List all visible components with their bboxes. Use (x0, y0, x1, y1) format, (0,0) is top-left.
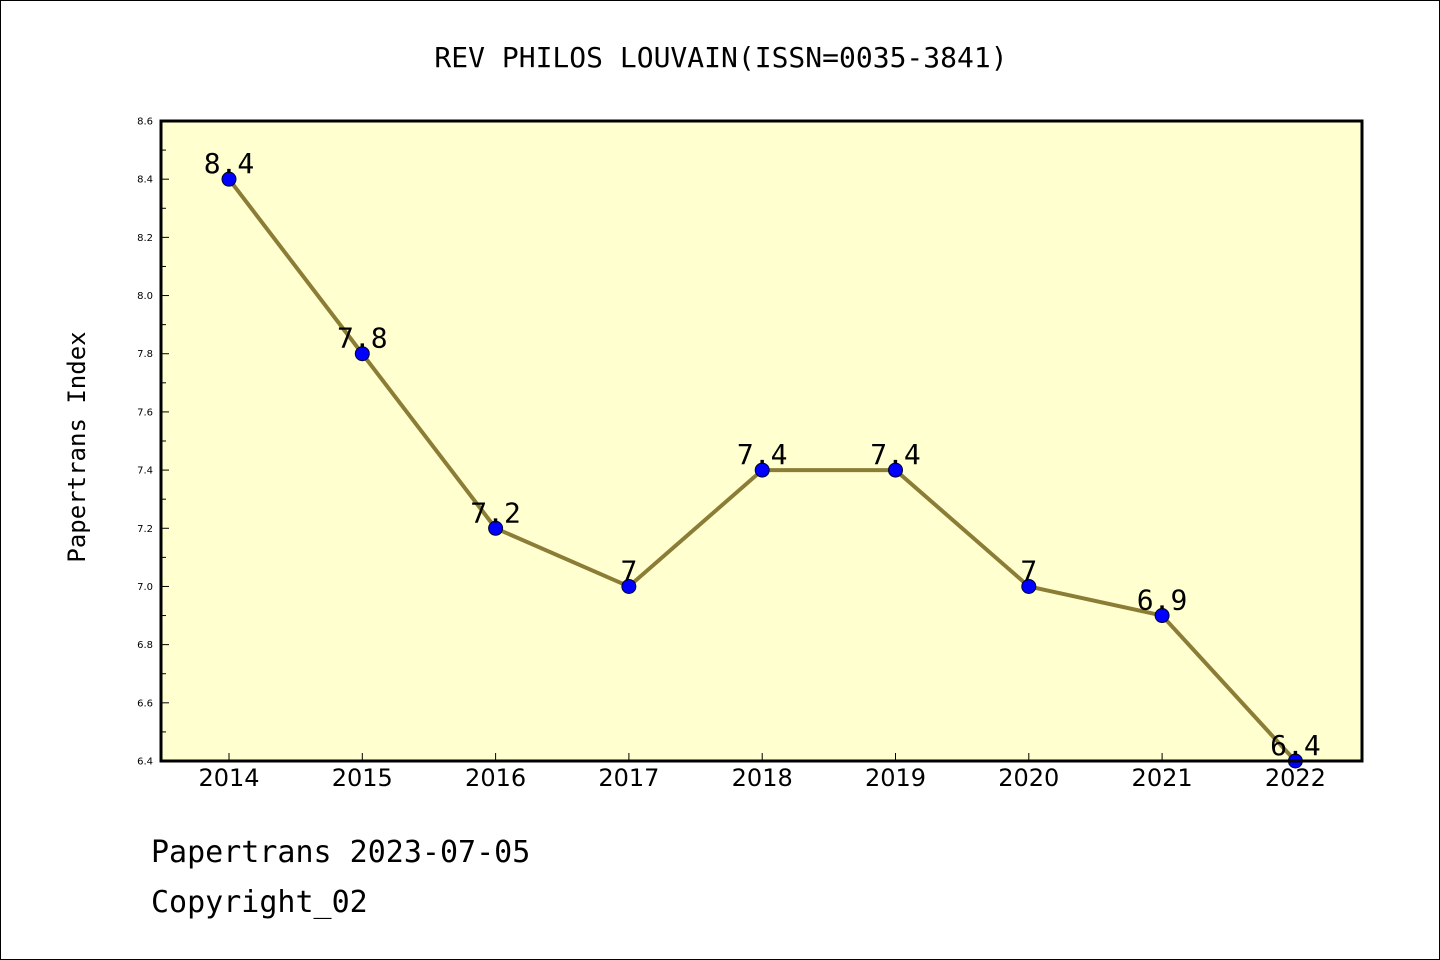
y-tick-label: 8.2 (137, 233, 153, 244)
x-tick-label: 2017 (598, 764, 659, 792)
data-point-marker (754, 462, 770, 478)
data-point-marker (888, 462, 903, 478)
chart-title: REV PHILOS LOUVAIN(ISSN=0035-3841) (434, 41, 1007, 74)
data-point-label: 7.8 (337, 322, 388, 355)
x-tick-label: 2020 (998, 764, 1059, 792)
y-tick-label: 6.6 (137, 698, 153, 709)
y-tick-label: 7.4 (137, 466, 153, 477)
y-tick-label: 6.8 (137, 640, 153, 651)
y-tick-label: 8.4 (137, 175, 153, 186)
data-point-marker (354, 346, 370, 362)
data-point-label: 7.4 (870, 438, 921, 471)
x-tick-label: 2015 (332, 764, 393, 792)
x-tick-label: 2022 (1265, 764, 1326, 792)
y-tick-label: 7.2 (137, 524, 153, 535)
data-point-label: 7.4 (737, 438, 788, 471)
data-point-marker (488, 520, 504, 536)
y-tick-label: 8.0 (137, 291, 153, 302)
y-tick-label: 8.6 (137, 117, 153, 128)
data-labels: 8.4 7.8 7.2 7 7.4 7.4 7 6.9 6.4 (204, 147, 1321, 762)
x-tick-label: 2016 (465, 764, 526, 792)
x-axis-ticks: 2014 2015 2016 2017 2018 2019 2020 2021 2022 (198, 753, 1326, 792)
y-axis-label: Papertrans Index (63, 331, 91, 562)
data-point-label: 7 (620, 554, 637, 587)
data-point-label: 6.4 (1270, 729, 1321, 762)
footer-copyright-text: Copyright_02 (151, 885, 368, 920)
plot-frame (159, 119, 1364, 763)
data-point-label: 7.2 (470, 496, 521, 529)
data-point-label: 7 (1020, 554, 1037, 587)
x-tick-label: 2014 (198, 764, 259, 792)
x-tick-label: 2019 (865, 764, 926, 792)
y-tick-label: 7.8 (137, 349, 153, 360)
y-tick-label: 7.6 (137, 407, 153, 418)
data-point-label: 6.9 (1137, 584, 1188, 617)
data-point-marker (221, 171, 237, 187)
x-tick-label: 2018 (732, 764, 793, 792)
y-tick-label: 7.0 (137, 582, 153, 593)
data-point-marker (1021, 578, 1037, 594)
data-points (221, 171, 1303, 769)
data-point-label: 8.4 (204, 147, 255, 180)
plot-area (161, 121, 1362, 761)
data-point-marker (1154, 608, 1170, 624)
y-tick-label: 6.4 (137, 757, 153, 768)
footer-date-text: Papertrans 2023-07-05 (151, 835, 531, 870)
data-point-marker (621, 578, 637, 594)
x-tick-label: 2021 (1132, 764, 1193, 792)
